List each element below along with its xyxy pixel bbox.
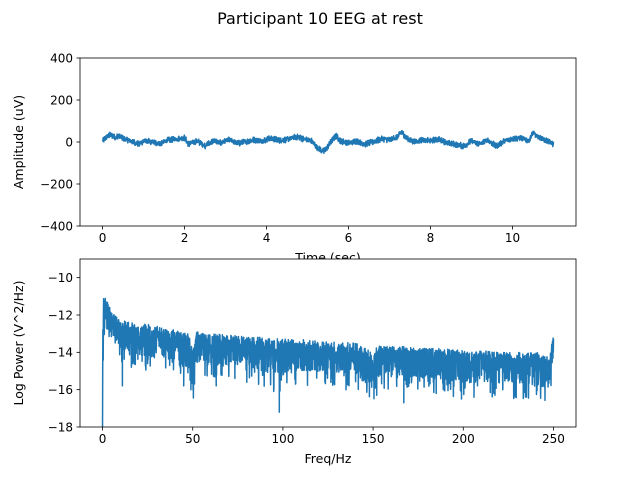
- y-tick-label: 400: [50, 51, 73, 65]
- x-axis-label: Freq/Hz: [305, 451, 352, 466]
- y-tick-label: −200: [40, 177, 73, 191]
- y-tick-label: −18: [48, 420, 73, 434]
- y-tick-label: −10: [48, 271, 73, 285]
- y-axis-label: Amplitude (uV): [11, 95, 26, 189]
- figure-title: Participant 10 EEG at rest: [217, 9, 423, 28]
- x-tick-label: 0: [99, 432, 107, 446]
- axes-frame: [79, 258, 577, 428]
- y-tick-label: −400: [40, 219, 73, 233]
- y-axis-label: Log Power (V^2/Hz): [11, 281, 26, 406]
- x-tick-label: 2: [181, 231, 189, 245]
- x-tick-label: 250: [542, 432, 565, 446]
- y-tick-label: 0: [65, 135, 73, 149]
- x-tick-label: 10: [505, 231, 520, 245]
- x-tick-label: 150: [362, 432, 385, 446]
- x-tick-label: 200: [452, 432, 475, 446]
- x-tick-label: 6: [345, 231, 353, 245]
- y-tick-label: −16: [48, 383, 73, 397]
- x-tick-label: 0: [99, 231, 107, 245]
- y-tick-label: −14: [48, 346, 73, 360]
- x-tick-label: 100: [271, 432, 294, 446]
- x-tick-label: 8: [427, 231, 435, 245]
- bottom-plot-log-power: 0 50 100 150 200 250 −18 −16 −14 −12 −10 Freq/Hz Log…: [11, 258, 577, 466]
- series-line: [101, 297, 555, 427]
- y-tick-label: 200: [50, 93, 73, 107]
- series-line: [101, 129, 555, 154]
- x-tick-label: 50: [185, 432, 200, 446]
- x-tick-label: 4: [263, 231, 271, 245]
- y-tick-label: −12: [48, 308, 73, 322]
